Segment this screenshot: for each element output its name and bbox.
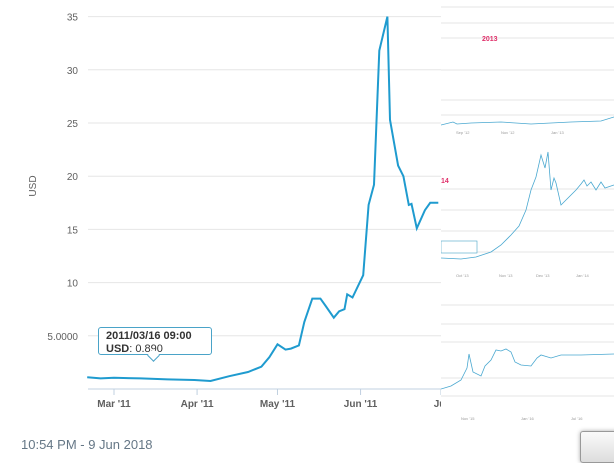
- svg-text:Nov '13: Nov '13: [499, 273, 513, 278]
- thumbnail-charts-panel: 2013 14 Sep '12 Nov '12 Jan '13 Oct '13 Nov …: [441, 6, 614, 421]
- x-tick-label: May '11: [260, 399, 296, 410]
- y-tick-label: 35: [67, 13, 79, 24]
- bitcoin-price-chart: 5.0000 10 15 20 25 30 35 Mar '11 Apr '11 May '11…: [28, 13, 441, 410]
- x-tick-label: Jun '11: [344, 399, 378, 410]
- y-tick-label: 10: [67, 279, 79, 290]
- corner-button[interactable]: [580, 431, 614, 463]
- svg-text:Jan '16: Jan '16: [521, 416, 535, 421]
- thumbnail-line-1: [441, 116, 614, 126]
- y-tick-label: 5.0000: [47, 332, 78, 343]
- x-tick-label: Apr '11: [181, 399, 214, 410]
- x-tick-label: Mar '11: [97, 399, 131, 410]
- y-tick-label: 15: [67, 225, 79, 236]
- thumbnail-tooltip: [441, 240, 478, 254]
- thumbnail-line-3: [441, 348, 614, 390]
- tooltip-date: 2011/03/16 09:00: [106, 330, 192, 342]
- svg-text:Dec '13: Dec '13: [536, 273, 550, 278]
- svg-text:Nov '12: Nov '12: [501, 130, 515, 135]
- thumbnail-line-2: [441, 151, 614, 260]
- y-axis-label: USD: [28, 175, 39, 196]
- data-tooltip: 2011/03/16 09:00 USD: 0.890: [98, 327, 212, 355]
- tweet-timestamp[interactable]: 10:54 PM - 9 Jun 2018: [21, 437, 153, 452]
- svg-text:Jan '13: Jan '13: [551, 130, 565, 135]
- svg-text:Nov '15: Nov '15: [461, 416, 475, 421]
- tooltip-value: USD: 0.890: [106, 343, 163, 355]
- svg-text:Jan '14: Jan '14: [576, 273, 590, 278]
- x-tick-label: Jul: [434, 399, 441, 410]
- svg-text:Jul '16: Jul '16: [571, 416, 583, 421]
- y-tick-label: 20: [67, 172, 79, 183]
- y-tick-label: 30: [67, 66, 79, 77]
- price-series-line: [87, 16, 439, 383]
- y-tick-label: 25: [67, 119, 79, 130]
- svg-text:Oct '13: Oct '13: [456, 273, 469, 278]
- svg-text:Sep '12: Sep '12: [456, 130, 470, 135]
- year-label-14: 14: [441, 178, 449, 185]
- year-label-2013: 2013: [482, 36, 498, 43]
